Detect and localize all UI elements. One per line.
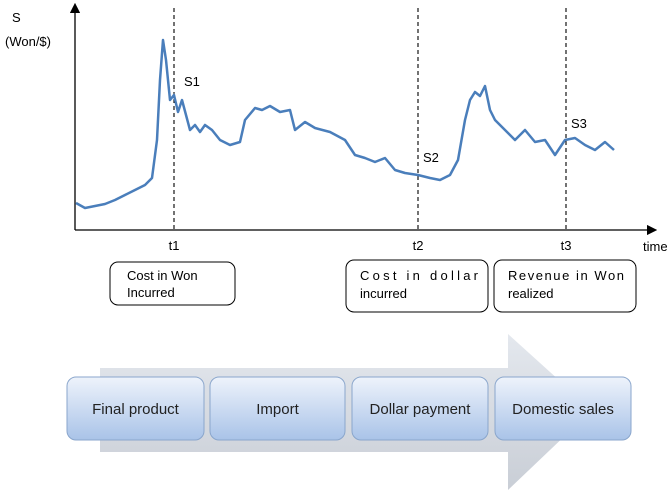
event-text: Revenue in Won xyxy=(508,268,624,283)
event-box xyxy=(493,259,637,313)
y-unit: (Won/$) xyxy=(5,34,51,49)
step-box xyxy=(351,376,489,441)
spot-label: S2 xyxy=(423,150,439,165)
rate-curve xyxy=(75,38,615,210)
event-text: realized xyxy=(508,286,554,301)
process-arrow xyxy=(100,334,592,490)
step-box xyxy=(209,376,346,441)
step-box xyxy=(494,376,632,441)
time-label: t2 xyxy=(413,238,424,253)
spot-label: S1 xyxy=(184,74,200,89)
time-label: t3 xyxy=(561,238,572,253)
time-markers xyxy=(173,8,567,230)
step-label: Domestic sales xyxy=(512,401,614,418)
x-label: time xyxy=(643,239,668,254)
event-text: incurred xyxy=(360,286,407,301)
spot-label: S3 xyxy=(571,116,587,131)
step-label: Final product xyxy=(92,401,180,418)
step-label: Dollar payment xyxy=(370,401,472,418)
time-label: t1 xyxy=(169,238,180,253)
step-box xyxy=(66,376,205,441)
event-box xyxy=(109,261,236,306)
event-text: Incurred xyxy=(127,285,175,300)
y-label: S xyxy=(12,10,21,25)
step-label: Import xyxy=(256,401,299,418)
process-steps: Final product Import Dollar payment Dome… xyxy=(66,376,632,441)
event-box xyxy=(345,259,489,313)
event-text: Cost in Won xyxy=(127,268,198,283)
